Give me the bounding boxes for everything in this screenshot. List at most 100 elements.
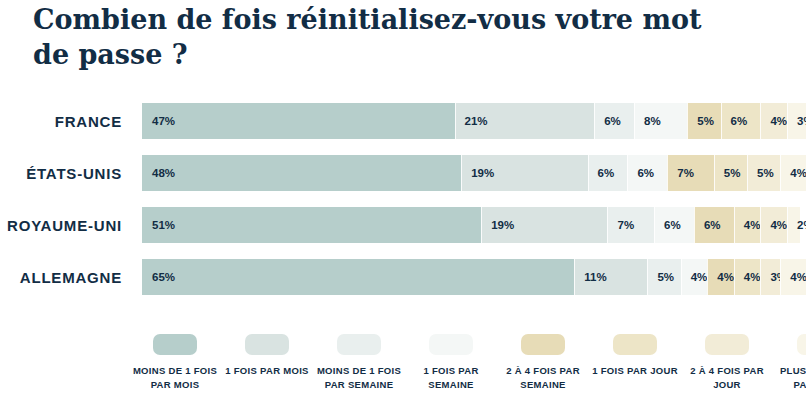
bar-segment: 3% <box>787 103 806 139</box>
bar-segment: 4% <box>734 207 761 243</box>
segment-value-label: 4% <box>744 219 761 231</box>
bar-segment: 4% <box>760 103 787 139</box>
segment-value-label: 6% <box>637 167 654 179</box>
segment-value-label: 4% <box>790 167 806 179</box>
segment-value-label: 19% <box>491 219 514 231</box>
segment-value-label: 4% <box>691 271 708 283</box>
bar-segment: 6% <box>588 155 628 191</box>
segment-value-label: 5% <box>657 271 674 283</box>
segment-value-label: 48% <box>152 167 175 179</box>
bar-segment: 5% <box>647 259 680 295</box>
chart-title-line-1: Combien de fois réinitialisez-vous votre… <box>33 3 795 38</box>
segment-value-label: 4% <box>744 271 761 283</box>
bar-segment: 4% <box>681 259 708 295</box>
chart-legend: MOINS DE 1 FOIS PAR MOIS1 FOIS PAR MOISM… <box>129 334 801 392</box>
legend-swatch <box>521 334 565 355</box>
bar-segment: 5% <box>747 155 780 191</box>
bar-segment: 48% <box>142 155 461 191</box>
bar-segment: 4% <box>734 259 761 295</box>
stacked-bar: 47% 21% 6% 8% 5% 6% 4% 3% <box>142 103 806 139</box>
segment-value-label: 7% <box>617 219 634 231</box>
legend-label: MOINS DE 1 FOIS PAR MOIS <box>129 364 221 392</box>
bar-segment: 4% <box>707 259 734 295</box>
chart-row: ÉTATS-UNIS 48% 19% 6% 6% 7% 5% 5% 4% <box>0 155 806 191</box>
bar-segment: 6% <box>627 155 667 191</box>
bar-segment: 6% <box>721 103 761 139</box>
bar-segment: 3% <box>760 259 780 295</box>
segment-value-label: 5% <box>724 167 741 179</box>
category-label: ÉTATS-UNIS <box>0 165 122 182</box>
stacked-bar: 65%11%5%4%4%4%3%4% <box>142 259 806 295</box>
segment-value-label: 6% <box>604 115 621 127</box>
segment-value-label: 5% <box>697 115 714 127</box>
bar-segment: 4% <box>760 207 787 243</box>
bar-segment: 6% <box>594 103 634 139</box>
chart-title-line-2: de passe ? <box>33 38 795 73</box>
legend-swatch <box>797 334 806 355</box>
segment-value-label: 51% <box>152 219 175 231</box>
segment-value-label: 21% <box>465 115 488 127</box>
bar-segment: 11% <box>574 259 647 295</box>
legend-swatch <box>705 334 749 355</box>
legend-swatch <box>429 334 473 355</box>
chart-title: Combien de fois réinitialisez-vous votre… <box>33 3 795 72</box>
legend-item: MOINS DE 1 FOIS PAR SEMAINE <box>313 334 405 392</box>
legend-item: 2 À 4 FOIS PAR JOUR <box>681 334 773 392</box>
bar-segment: 21% <box>455 103 595 139</box>
segment-value-label: 4% <box>790 271 806 283</box>
bar-segment: 5% <box>687 103 720 139</box>
segment-value-label: 6% <box>731 115 748 127</box>
legend-label: 2 À 4 FOIS PAR SEMAINE <box>497 364 589 392</box>
segment-value-label: 8% <box>644 115 661 127</box>
segment-value-label: 7% <box>677 167 694 179</box>
bar-segment: 51% <box>142 207 481 243</box>
legend-swatch <box>337 334 381 355</box>
chart-row: ALLEMAGNE65%11%5%4%4%4%3%4% <box>0 259 806 295</box>
segment-value-label: 6% <box>704 219 721 231</box>
segment-value-label: 11% <box>584 271 606 283</box>
stacked-bar-chart: FRANCE47%21%6%8%5%6%4%3%ÉTATS-UNIS48%19%… <box>0 103 806 311</box>
bar-segment: 19% <box>481 207 607 243</box>
segment-value-label: 65% <box>152 271 175 283</box>
legend-label: 1 FOIS PAR SEMAINE <box>405 364 497 392</box>
segment-value-label: 5% <box>757 167 774 179</box>
bar-segment: 6% <box>654 207 694 243</box>
legend-item: 2 À 4 FOIS PAR SEMAINE <box>497 334 589 392</box>
segment-value-label: 4% <box>770 219 787 231</box>
segment-value-label: 47% <box>152 115 175 127</box>
category-label: ALLEMAGNE <box>0 269 122 286</box>
legend-label: MOINS DE 1 FOIS PAR SEMAINE <box>313 364 405 392</box>
segment-value-label: 2% <box>797 219 806 231</box>
bar-segment: 65% <box>142 259 574 295</box>
segment-value-label: 4% <box>770 115 787 127</box>
segment-value-label: 3% <box>797 115 806 127</box>
legend-item: 1 FOIS PAR MOIS <box>221 334 313 392</box>
legend-item: MOINS DE 1 FOIS PAR MOIS <box>129 334 221 392</box>
bar-segment: 7% <box>667 155 714 191</box>
legend-label: PLUS DE 4 FOIS PAR JOUR <box>773 364 806 392</box>
bar-segment: 47% <box>142 103 455 139</box>
legend-swatch <box>613 334 657 355</box>
segment-value-label: 4% <box>717 271 734 283</box>
legend-label: 1 FOIS PAR MOIS <box>221 364 313 378</box>
category-label: FRANCE <box>0 113 122 130</box>
bar-segment: 8% <box>634 103 687 139</box>
segment-value-label: 6% <box>598 167 615 179</box>
legend-item: 1 FOIS PAR JOUR <box>589 334 681 392</box>
legend-label: 2 À 4 FOIS PAR JOUR <box>681 364 773 392</box>
category-label: ROYAUME-UNI <box>0 217 122 234</box>
bar-segment: 5% <box>714 155 747 191</box>
bar-segment: 6% <box>694 207 734 243</box>
bar-segment: 19% <box>461 155 587 191</box>
bar-segment: 4% <box>780 155 806 191</box>
chart-row: FRANCE 47% 21% 6% 8% 5% 6% 4% 3% <box>0 103 806 139</box>
legend-swatch <box>245 334 289 355</box>
bar-segment: 2% <box>787 207 800 243</box>
legend-item: 1 FOIS PAR SEMAINE <box>405 334 497 392</box>
segment-value-label: 19% <box>471 167 494 179</box>
bar-segment: 4% <box>780 259 806 295</box>
chart-row: ROYAUME-UNI51%19%7%6%6%4%4%2% <box>0 207 806 243</box>
stacked-bar: 48% 19% 6% 6% 7% 5% 5% 4% <box>142 155 806 191</box>
segment-value-label: 6% <box>664 219 681 231</box>
legend-label: 1 FOIS PAR JOUR <box>589 364 681 378</box>
